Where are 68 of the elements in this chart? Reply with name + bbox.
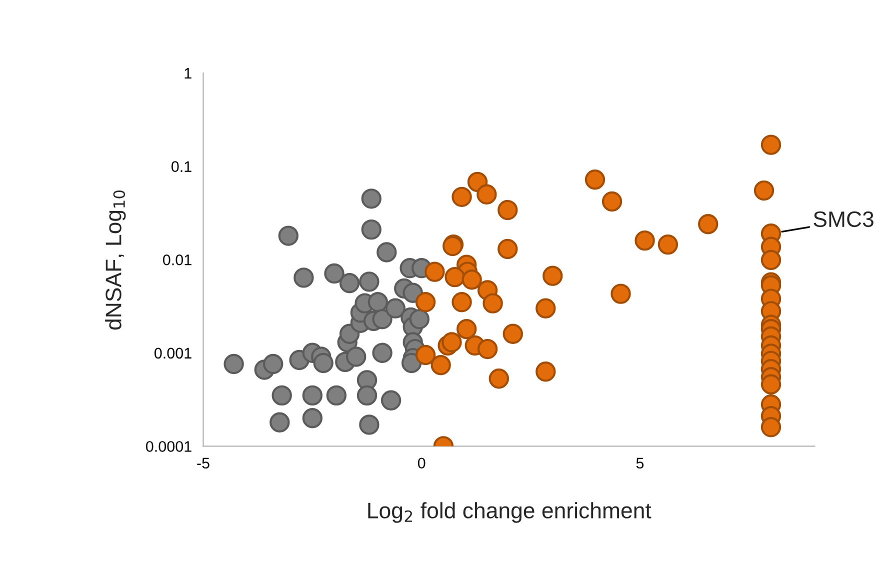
point: [270, 412, 290, 432]
point: [326, 385, 347, 406]
point: [542, 266, 563, 286]
point: [346, 346, 366, 367]
point: [698, 214, 718, 234]
point: [760, 134, 782, 155]
y-tick-label: 1: [184, 68, 192, 79]
point: [442, 332, 462, 352]
point: [313, 352, 334, 374]
point: [482, 293, 503, 314]
point: [415, 292, 436, 312]
point: [263, 354, 284, 374]
x-tick-label: -5: [197, 458, 210, 469]
point: [302, 408, 323, 428]
point: [760, 417, 782, 438]
point: [452, 292, 472, 312]
point: [324, 263, 344, 284]
annotation: SMC3: [814, 211, 874, 228]
point: [477, 338, 498, 360]
point: [359, 272, 380, 292]
point: [610, 284, 631, 304]
point: [456, 318, 477, 340]
point: [359, 414, 380, 435]
x-axis-title: Log$_{2}$ fold change enrichment: [368, 502, 652, 523]
point: [602, 191, 622, 212]
point: [754, 180, 774, 201]
point: [760, 250, 782, 270]
y-tick-label: 0.001: [154, 348, 192, 359]
point: [498, 200, 518, 220]
point: [760, 374, 782, 394]
point: [502, 324, 523, 344]
point: [536, 298, 556, 318]
point: [385, 298, 406, 318]
point: [401, 352, 422, 374]
point: [361, 219, 382, 240]
point: [452, 186, 472, 208]
point: [278, 226, 298, 246]
x-tick-label: 5: [636, 458, 644, 469]
point: [462, 270, 482, 290]
point: [409, 309, 430, 330]
point: [372, 309, 392, 330]
point: [476, 184, 497, 204]
y-tick-label: 0.0001: [146, 441, 192, 452]
point: [272, 385, 292, 406]
point: [356, 385, 378, 406]
point: [376, 242, 397, 262]
point: [372, 342, 392, 364]
point: [488, 368, 510, 389]
point: [424, 262, 445, 282]
y-axis-title: dNSAF, Log$_{10}$: [105, 190, 126, 330]
point: [368, 292, 388, 312]
point: [224, 354, 244, 374]
point: [498, 238, 518, 260]
point: [302, 385, 323, 406]
x-tick-label: 0: [418, 458, 426, 469]
point: [536, 362, 556, 382]
point: [430, 355, 451, 376]
point: [584, 170, 606, 190]
point: [294, 268, 314, 288]
point: [339, 273, 360, 294]
point: [415, 344, 436, 366]
point: [444, 266, 465, 288]
point: [380, 390, 402, 410]
y-tick-label: 0.01: [162, 254, 192, 266]
y-tick-label: 0.1: [171, 161, 192, 172]
point: [634, 230, 655, 251]
point: [361, 188, 382, 209]
point: [658, 234, 678, 255]
